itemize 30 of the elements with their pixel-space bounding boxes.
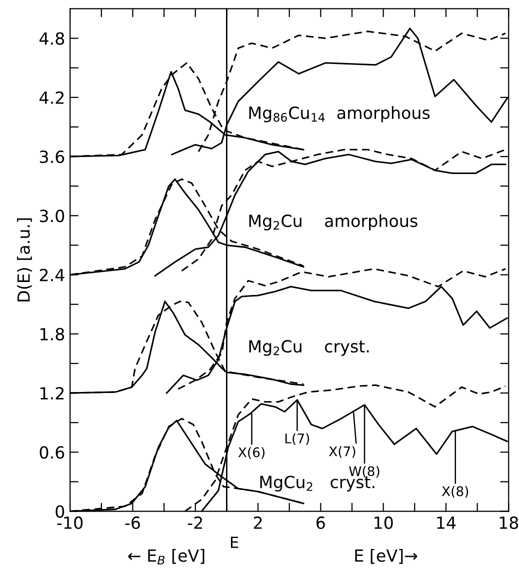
x-tick-label: -2: [188, 516, 202, 529]
y-tick-label: 2.4: [40, 268, 64, 282]
annotation: W(8): [349, 466, 380, 478]
ref-line-label: E: [230, 536, 238, 548]
y-tick-label: 1.2: [40, 386, 64, 400]
series-label: Mg$_{2}$Cu cryst.: [249, 340, 369, 356]
annotation: L(7): [285, 433, 310, 446]
y-tick-label: 4.8: [40, 32, 64, 45]
x-tick-label: -6: [125, 516, 140, 530]
annotation: X(7): [329, 446, 356, 458]
series-label: Mg$_{2}$Cu amorphous: [249, 214, 418, 230]
x-tick-label: 2: [254, 516, 262, 529]
x-tick-label: 18: [500, 516, 518, 530]
y-axis-title: D(E) [a.u.]: [17, 218, 32, 302]
text: ← E$_{B}$ [eV]: [128, 548, 204, 564]
y-tick-label: 0.6: [40, 446, 64, 459]
y-tick-label: 3.0: [40, 210, 64, 222]
x-tick-label: 10: [374, 516, 393, 530]
x-axis-title: E [eV]→: [355, 548, 418, 564]
y-tick-label: 0: [56, 505, 64, 518]
series-label: Mg$_{86}$Cu$_{14}$ amorphous: [249, 106, 430, 122]
x-tick-label: -10: [57, 516, 83, 530]
y-tick-label: 3.6: [40, 150, 64, 164]
text: MgCu$_{2}$ cryst.: [260, 476, 374, 492]
annotation: X(6): [238, 447, 264, 459]
x-tick-label: 14: [437, 516, 456, 529]
y-tick-label: 4.2: [40, 91, 64, 104]
annotation: X(8): [442, 486, 468, 498]
y-tick-label: 1.8: [40, 328, 64, 340]
x-tick-label: 6: [316, 516, 325, 530]
